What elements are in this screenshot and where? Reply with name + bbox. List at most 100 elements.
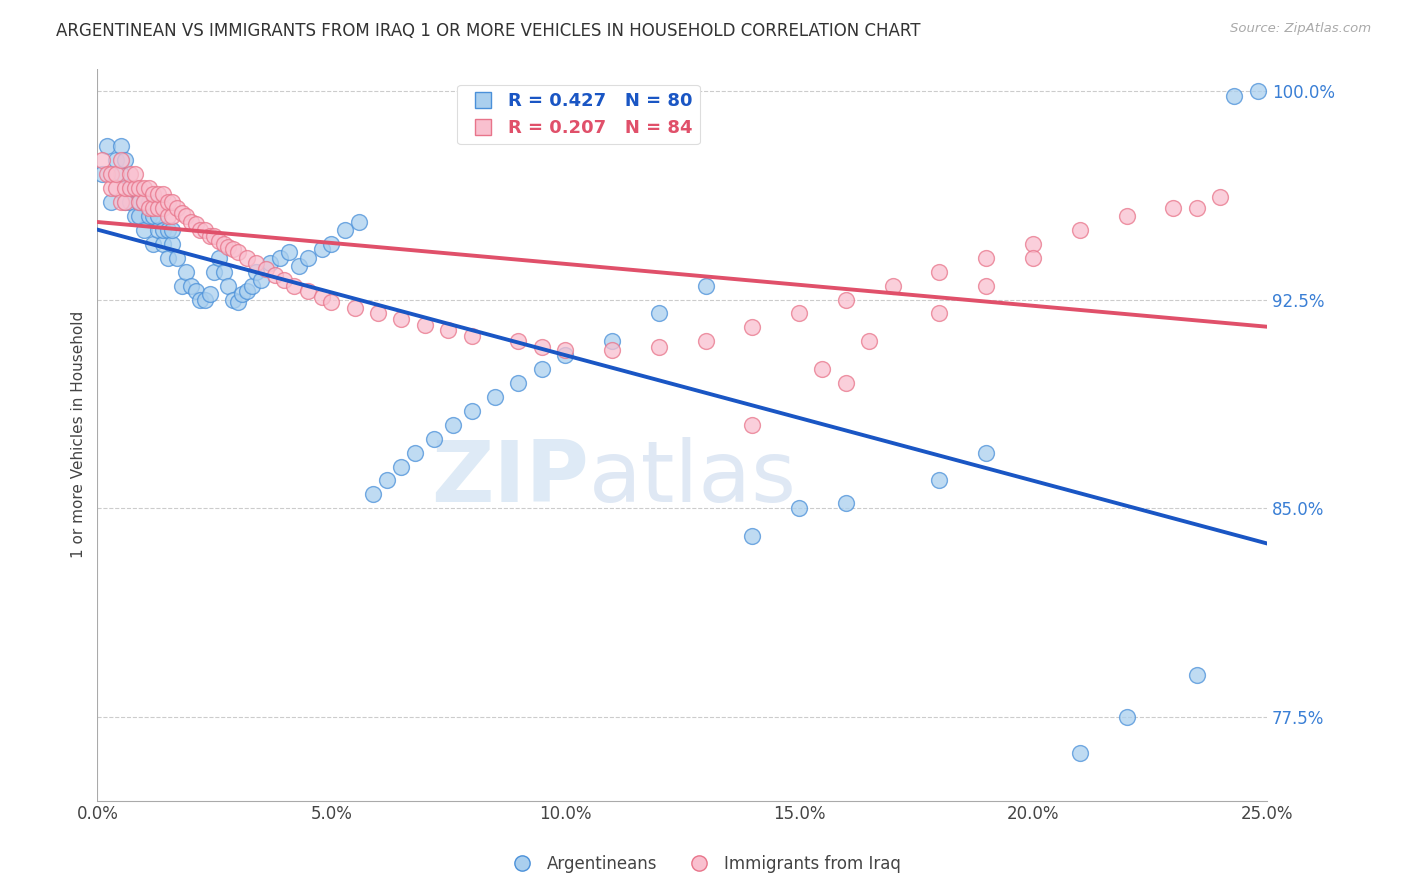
Point: [124, 167, 146, 181]
Point: [391, 459, 413, 474]
Point: [142, 201, 165, 215]
Point: [1209, 189, 1232, 203]
Point: [554, 348, 576, 362]
Point: [1069, 223, 1091, 237]
Point: [146, 209, 169, 223]
Point: [283, 278, 305, 293]
Point: [343, 301, 366, 315]
Point: [120, 181, 142, 195]
Point: [146, 201, 169, 215]
Point: [120, 195, 142, 210]
Point: [1115, 209, 1137, 223]
Point: [236, 284, 259, 298]
Point: [120, 167, 142, 181]
Text: ARGENTINEAN VS IMMIGRANTS FROM IRAQ 1 OR MORE VEHICLES IN HOUSEHOLD CORRELATION : ARGENTINEAN VS IMMIGRANTS FROM IRAQ 1 OR…: [56, 22, 921, 40]
Point: [226, 295, 249, 310]
Point: [114, 195, 136, 210]
Point: [194, 293, 217, 307]
Point: [423, 432, 446, 446]
Point: [114, 195, 136, 210]
Point: [142, 236, 165, 251]
Point: [530, 340, 553, 354]
Point: [128, 195, 150, 210]
Point: [882, 278, 904, 293]
Point: [460, 328, 482, 343]
Point: [152, 201, 174, 215]
Point: [105, 153, 128, 168]
Point: [1069, 747, 1091, 761]
Point: [222, 293, 245, 307]
Point: [311, 243, 333, 257]
Point: [96, 167, 118, 181]
Point: [212, 236, 235, 251]
Text: atlas: atlas: [589, 437, 797, 520]
Point: [180, 214, 202, 228]
Point: [110, 139, 132, 153]
Point: [156, 251, 179, 265]
Point: [1185, 668, 1208, 682]
Point: [741, 529, 763, 543]
Point: [160, 209, 183, 223]
Point: [835, 496, 858, 510]
Point: [311, 290, 333, 304]
Point: [128, 181, 150, 195]
Point: [174, 265, 197, 279]
Point: [156, 223, 179, 237]
Legend: R = 0.427   N = 80, R = 0.207   N = 84: R = 0.427 N = 80, R = 0.207 N = 84: [457, 85, 700, 145]
Point: [648, 340, 671, 354]
Point: [194, 223, 217, 237]
Point: [1022, 251, 1045, 265]
Point: [321, 236, 343, 251]
Point: [100, 167, 122, 181]
Point: [134, 181, 156, 195]
Point: [437, 323, 460, 337]
Point: [413, 318, 436, 332]
Point: [198, 228, 221, 243]
Point: [114, 181, 136, 195]
Point: [160, 195, 183, 210]
Point: [110, 195, 132, 210]
Point: [1185, 201, 1208, 215]
Point: [250, 273, 273, 287]
Point: [377, 474, 399, 488]
Point: [138, 209, 160, 223]
Point: [530, 362, 553, 376]
Point: [124, 181, 146, 195]
Point: [269, 251, 291, 265]
Point: [349, 214, 371, 228]
Point: [134, 195, 156, 210]
Point: [184, 218, 207, 232]
Point: [188, 293, 211, 307]
Point: [217, 278, 239, 293]
Point: [174, 209, 197, 223]
Point: [974, 278, 997, 293]
Point: [128, 209, 150, 223]
Point: [278, 245, 301, 260]
Text: Source: ZipAtlas.com: Source: ZipAtlas.com: [1230, 22, 1371, 36]
Point: [297, 284, 319, 298]
Point: [100, 181, 122, 195]
Point: [146, 223, 169, 237]
Point: [198, 287, 221, 301]
Point: [787, 306, 810, 320]
Point: [202, 265, 225, 279]
Point: [138, 201, 160, 215]
Point: [105, 167, 128, 181]
Point: [600, 343, 623, 357]
Point: [138, 195, 160, 210]
Point: [811, 362, 834, 376]
Point: [1223, 89, 1246, 103]
Point: [160, 223, 183, 237]
Point: [554, 343, 576, 357]
Point: [100, 195, 122, 210]
Point: [391, 312, 413, 326]
Point: [110, 167, 132, 181]
Y-axis label: 1 or more Vehicles in Household: 1 or more Vehicles in Household: [72, 311, 86, 558]
Point: [236, 251, 259, 265]
Text: ZIP: ZIP: [430, 437, 589, 520]
Point: [264, 268, 287, 282]
Point: [297, 251, 319, 265]
Point: [484, 390, 506, 404]
Point: [188, 223, 211, 237]
Point: [134, 195, 156, 210]
